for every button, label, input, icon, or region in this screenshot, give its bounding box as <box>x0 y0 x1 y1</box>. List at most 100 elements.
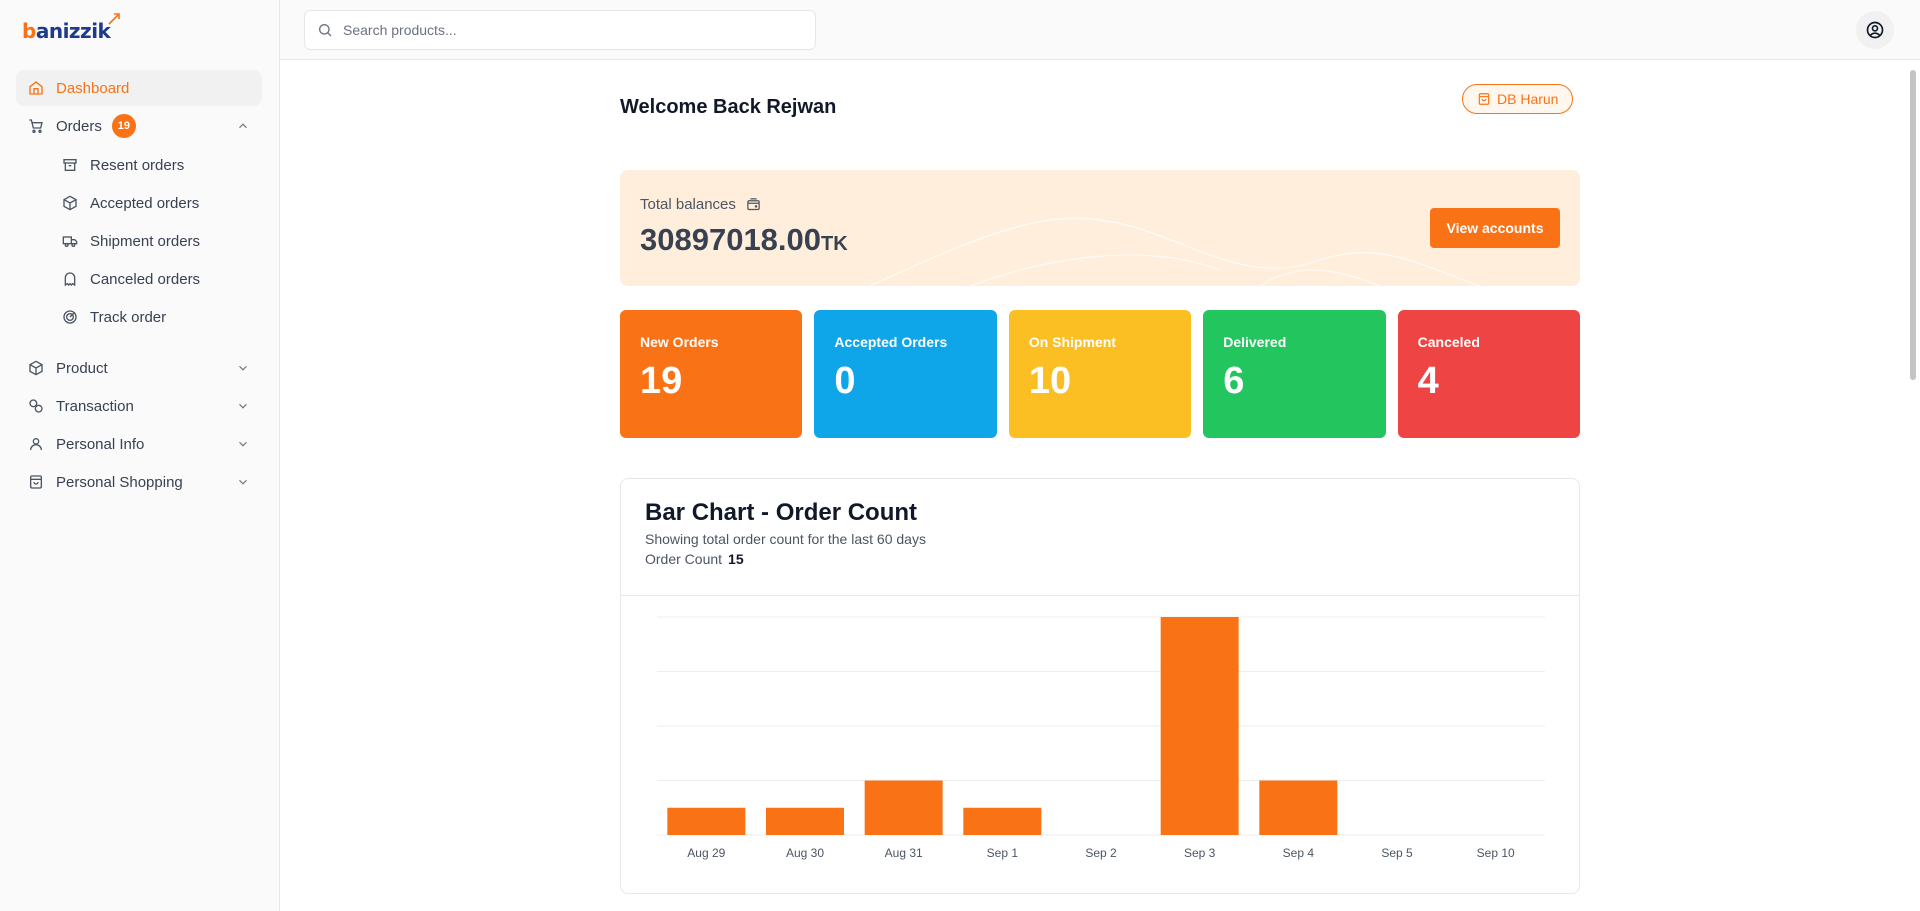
truck-icon <box>62 233 78 249</box>
stat-value: 0 <box>834 360 856 402</box>
ghost-icon <box>62 271 78 287</box>
sidebar-item-track-order[interactable]: Track order <box>50 298 262 336</box>
search-icon <box>319 24 332 37</box>
chevron-down-icon[interactable] <box>236 361 250 375</box>
brand-logo[interactable]: banizzik <box>22 13 121 48</box>
balance-wave-decoration <box>869 217 1481 286</box>
stat-value: 10 <box>1028 360 1072 402</box>
stat-new-orders[interactable]: New Orders 19 <box>620 310 803 438</box>
chevron-down-icon[interactable] <box>236 475 250 489</box>
shopping-bag-icon <box>28 474 44 490</box>
chart-x-tick-label: Aug 29 <box>687 846 725 860</box>
orders-submenu: Resent orders Accepted orders Shipment o… <box>16 146 262 336</box>
sidebar-item-label: Track order <box>90 308 167 326</box>
sidebar-item-label: Personal Shopping <box>56 473 183 491</box>
orders-count-badge: 19 <box>111 114 136 138</box>
view-accounts-button[interactable]: View accounts <box>1430 208 1560 248</box>
chart-x-tick-label: Sep 2 <box>1085 846 1117 860</box>
sidebar-item-dashboard[interactable]: Dashboard <box>16 70 262 106</box>
order-count-bar-chart: Aug 29 Aug 30 Aug 31 Sep 1 Sep 2 Sep 3 Sep 4 Se… <box>657 616 1545 860</box>
stat-title: Accepted Orders <box>834 334 948 350</box>
order-stats: New Orders 19 Accepted Orders 0 On Shipm… <box>620 310 1581 438</box>
radar-icon <box>62 309 78 325</box>
stat-delivered[interactable]: Delivered 6 <box>1203 310 1386 438</box>
chart-order-count-value: 15 <box>728 551 744 567</box>
sidebar-item-personal-info[interactable]: Personal Info <box>16 426 262 462</box>
chart-x-tick-label: Sep 5 <box>1381 846 1413 860</box>
top-bar <box>280 0 1920 60</box>
stat-accepted-orders[interactable]: Accepted Orders 0 <box>814 310 997 438</box>
sidebar-item-orders[interactable]: Orders 19 <box>16 108 262 144</box>
order-count-chart-card: Bar Chart - Order Count Showing total or… <box>620 478 1580 894</box>
sidebar-item-canceled-orders[interactable]: Canceled orders <box>50 260 262 298</box>
chevron-down-icon[interactable] <box>236 399 250 413</box>
chart-x-tick-label: Aug 30 <box>786 846 824 860</box>
sidebar-item-label: Transaction <box>56 397 134 415</box>
shopping-bag-icon <box>1478 93 1490 105</box>
chart-bar[interactable] <box>864 780 943 836</box>
sidebar-item-shipment-orders[interactable]: Shipment orders <box>50 222 262 260</box>
balance-card: Total balances 30897018.00TK View accoun… <box>620 170 1580 286</box>
archive-icon <box>62 157 78 173</box>
stat-on-shipment[interactable]: On Shipment 10 <box>1008 310 1192 438</box>
coins-icon <box>28 398 44 414</box>
cart-icon <box>28 118 44 134</box>
sidebar-item-resent-orders[interactable]: Resent orders <box>50 146 262 184</box>
stat-value: 4 <box>1417 360 1439 402</box>
chart-x-tick-label: Sep 4 <box>1283 846 1315 860</box>
sidebar-item-product[interactable]: Product <box>16 350 262 386</box>
stat-title: New Orders <box>640 334 719 350</box>
balance-label: Total balances <box>640 196 761 213</box>
user-icon <box>28 436 44 452</box>
account-button[interactable] <box>1856 11 1894 49</box>
sidebar-item-transaction[interactable]: Transaction <box>16 388 262 424</box>
page-scrollbar[interactable] <box>1908 60 1918 380</box>
balance-currency: TK <box>821 233 848 255</box>
distributor-name: DB Harun <box>1497 91 1559 107</box>
user-circle-icon <box>1866 21 1884 39</box>
sidebar-item-label: Product <box>56 359 108 377</box>
package-icon <box>62 195 78 211</box>
home-icon <box>28 80 44 96</box>
stat-title: Canceled <box>1417 334 1480 350</box>
welcome-heading: Welcome Back Rejwan <box>620 96 837 118</box>
sidebar-item-accepted-orders[interactable]: Accepted orders <box>50 184 262 222</box>
stat-value: 19 <box>640 360 683 402</box>
chevron-down-icon[interactable] <box>236 437 250 451</box>
stat-canceled[interactable]: Canceled 4 <box>1397 310 1581 438</box>
sidebar-item-label: Accepted orders <box>90 194 200 212</box>
search-input[interactable] <box>343 22 803 38</box>
sidebar-item-label: Resent orders <box>90 156 185 174</box>
logo-leaf-icon <box>108 13 121 25</box>
sidebar-item-label: Personal Info <box>56 435 145 453</box>
chart-order-count: Order Count 15 <box>645 551 744 567</box>
sidebar-item-label: Canceled orders <box>90 270 201 288</box>
chart-header: Bar Chart - Order Count Showing total or… <box>621 479 1579 596</box>
chart-title: Bar Chart - Order Count <box>645 499 918 526</box>
stat-value: 6 <box>1223 360 1245 402</box>
balance-value: 30897018.00TK <box>640 222 848 257</box>
search-box[interactable] <box>304 10 816 50</box>
scrollbar-thumb[interactable] <box>1910 70 1916 380</box>
sidebar: banizzik Dashboard Orders 19 Resent orde… <box>0 0 280 911</box>
chevron-up-icon[interactable] <box>236 119 250 133</box>
chart-subtitle: Showing total order count for the last 6… <box>645 531 926 547</box>
chart-bar[interactable] <box>766 807 844 835</box>
sidebar-item-label: Orders <box>56 117 102 135</box>
sidebar-item-label: Dashboard <box>56 79 130 97</box>
chart-bar[interactable] <box>667 807 746 835</box>
sidebar-item-label: Shipment orders <box>90 232 201 250</box>
chart-bar[interactable] <box>963 807 1042 835</box>
box-icon <box>28 360 44 376</box>
stat-title: On Shipment <box>1028 334 1116 350</box>
chart-bar[interactable] <box>1160 617 1239 835</box>
sidebar-nav: Dashboard Orders 19 Resent orders Accept… <box>16 70 262 502</box>
distributor-badge[interactable]: DB Harun <box>1462 84 1574 114</box>
chart-x-tick-label: Sep 3 <box>1184 846 1216 860</box>
chart-x-tick-label: Sep 1 <box>987 846 1019 860</box>
wallet-icon <box>747 198 760 211</box>
sidebar-item-personal-shopping[interactable]: Personal Shopping <box>16 464 262 500</box>
stat-title: Delivered <box>1223 334 1287 350</box>
chart-bar[interactable] <box>1259 780 1338 836</box>
chart-x-tick-label: Aug 31 <box>885 846 923 860</box>
